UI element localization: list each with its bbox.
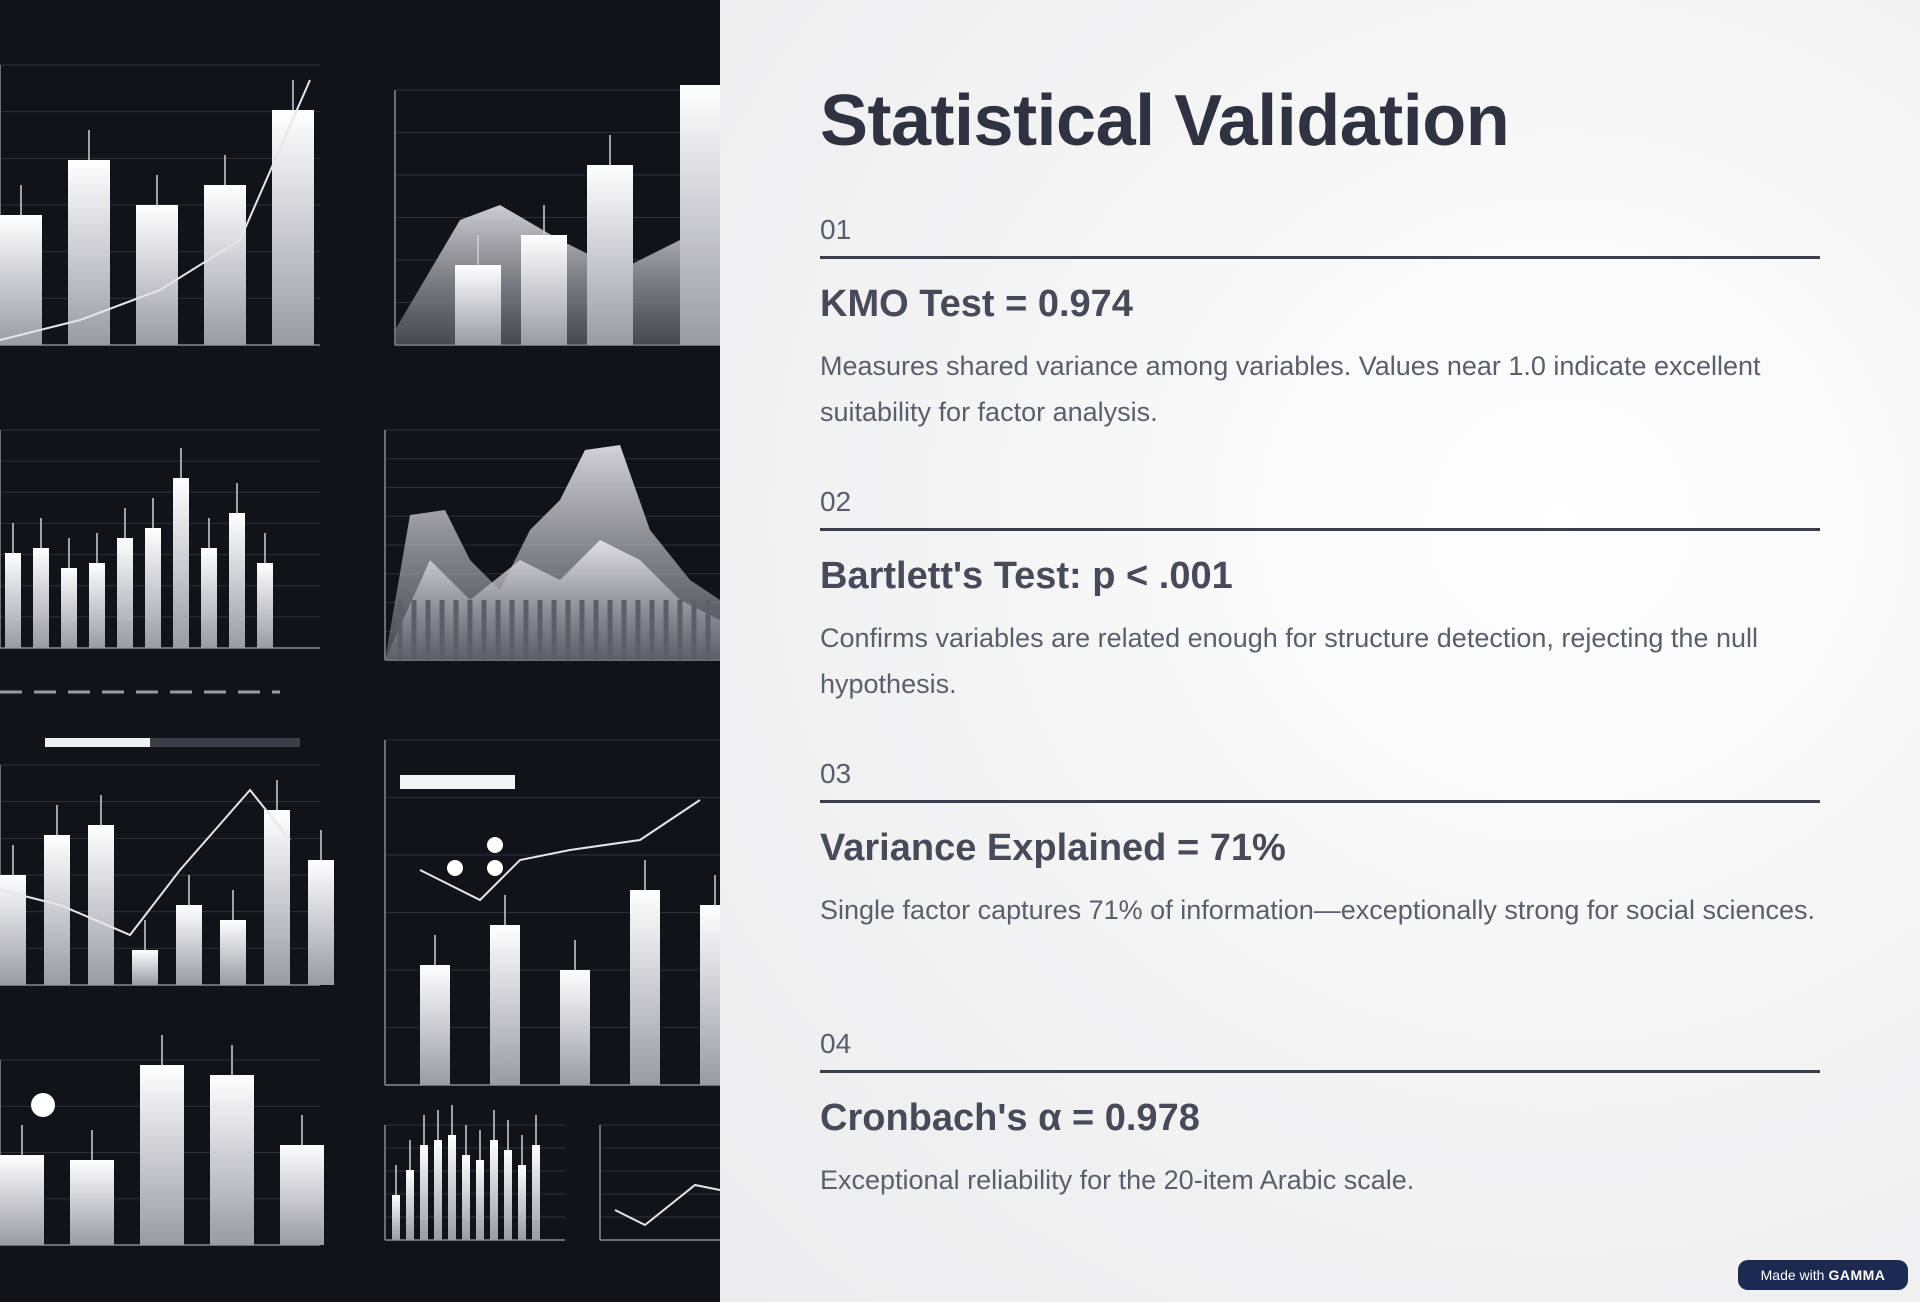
- item-divider: [820, 800, 1820, 803]
- bar-mark: [264, 810, 290, 985]
- trend-line: [419, 799, 701, 902]
- bar-mark: [532, 1145, 540, 1240]
- badge-brand: GAMMA: [1828, 1267, 1886, 1283]
- item-number: 03: [820, 758, 852, 789]
- bar-mark: [680, 85, 720, 345]
- bar-mark: [257, 563, 273, 648]
- validation-item-3: 03 Variance Explained = 71% Single facto…: [820, 754, 1820, 933]
- bar-mark: [44, 835, 70, 985]
- scatter-point: [447, 860, 463, 876]
- item-divider: [820, 528, 1820, 531]
- bar-mark: [132, 950, 158, 985]
- bar-mark: [68, 160, 110, 345]
- bar-mark: [504, 1150, 512, 1240]
- legend-bar: [45, 738, 150, 747]
- bar-mark: [0, 215, 42, 345]
- item-description: Exceptional reliability for the 20-item …: [820, 1165, 1415, 1195]
- bar-mark: [272, 110, 314, 345]
- trend-line: [614, 1183, 720, 1227]
- bar-mark: [420, 965, 450, 1085]
- item-divider: [820, 256, 1820, 259]
- validation-item-1: 01 KMO Test = 0.974 Measures shared vari…: [820, 210, 1820, 435]
- bar-mark: [455, 265, 501, 345]
- charts-collage-icon: [0, 64, 720, 1246]
- item-number: 01: [820, 214, 852, 245]
- bar-mark: [173, 478, 189, 648]
- bar-mark: [88, 825, 114, 985]
- legend-bar: [150, 738, 300, 747]
- bar-mark: [560, 970, 590, 1085]
- scatter-point: [31, 1093, 55, 1117]
- bar-mark: [220, 920, 246, 985]
- item-heading: Variance Explained = 71%: [820, 827, 1286, 869]
- content-panel: Statistical Validation 01 KMO Test = 0.9…: [720, 0, 1920, 1302]
- bar-mark: [700, 905, 720, 1085]
- bar-mark: [280, 1145, 324, 1245]
- bar-mark: [630, 890, 660, 1085]
- item-divider: [820, 1070, 1820, 1073]
- bar-mark: [476, 1160, 484, 1240]
- bar-mark: [434, 1140, 442, 1240]
- bar-mark: [406, 1170, 414, 1240]
- item-number: 02: [820, 486, 852, 517]
- badge-prefix: Made with: [1760, 1267, 1825, 1283]
- item-heading: KMO Test = 0.974: [820, 283, 1133, 325]
- scatter-point: [487, 860, 503, 876]
- bar-mark: [308, 860, 334, 985]
- trend-line: [0, 79, 311, 341]
- validation-item-4: 04 Cronbach's α = 0.978 Exceptional reli…: [820, 1024, 1820, 1203]
- bar-mark: [176, 905, 202, 985]
- item-description: Confirms variables are related enough fo…: [820, 623, 1758, 699]
- bar-mark: [204, 185, 246, 345]
- bar-mark: [490, 925, 520, 1085]
- made-with-gamma-badge[interactable]: Made with GAMMA: [1738, 1260, 1908, 1290]
- bar-mark: [392, 1195, 400, 1240]
- bar-mark: [61, 568, 77, 648]
- bar-mark: [5, 553, 21, 648]
- bar-mark: [420, 1145, 428, 1240]
- item-heading: Bartlett's Test: p < .001: [820, 555, 1233, 597]
- bar-mark: [521, 235, 567, 345]
- item-heading: Cronbach's α = 0.978: [820, 1097, 1200, 1139]
- bar-mark: [462, 1155, 470, 1240]
- bar-mark: [587, 165, 633, 345]
- trend-line: [0, 788, 291, 937]
- item-number: 04: [820, 1028, 852, 1059]
- bar-mark: [89, 563, 105, 648]
- bar-mark: [145, 528, 161, 648]
- bar-mark: [201, 548, 217, 648]
- bar-mark: [140, 1065, 184, 1245]
- bar-mark: [210, 1075, 254, 1245]
- bar-mark: [518, 1165, 526, 1240]
- bar-mark: [136, 205, 178, 345]
- validation-item-2: 02 Bartlett's Test: p < .001 Confirms va…: [820, 482, 1820, 707]
- item-description: Measures shared variance among variables…: [820, 351, 1761, 427]
- bar-mark: [490, 1140, 498, 1240]
- bar-mark: [229, 513, 245, 648]
- legend-bar: [400, 775, 515, 789]
- bar-mark: [70, 1160, 114, 1245]
- decorative-charts-image: [0, 0, 720, 1302]
- slide-title: Statistical Validation: [820, 81, 1510, 161]
- bar-mark: [33, 548, 49, 648]
- bar-mark: [0, 1155, 44, 1245]
- item-description: Single factor captures 71% of informatio…: [820, 895, 1815, 925]
- scatter-point: [487, 837, 503, 853]
- bar-mark: [117, 538, 133, 648]
- bar-mark: [448, 1135, 456, 1240]
